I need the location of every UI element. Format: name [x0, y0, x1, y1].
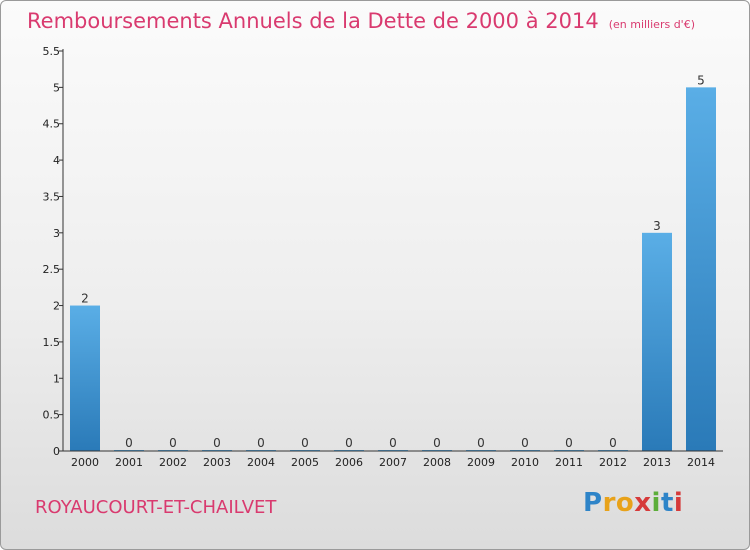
- data-label-2002: 0: [169, 436, 177, 450]
- data-label-2011: 0: [565, 436, 573, 450]
- data-label-2001: 0: [125, 436, 133, 450]
- y-tick-label-6: 3: [53, 227, 60, 240]
- axes-group: 2000 2001 2002 2003 2004 2005 2006 2007 2008 2009…: [43, 45, 723, 469]
- y-tick-label-1: 0.5: [43, 409, 61, 422]
- logo-letter: i: [673, 488, 684, 518]
- data-label-2010: 0: [521, 436, 529, 450]
- y-tick-label-3: 1.5: [43, 336, 61, 349]
- x-tick-label-2012: 2012: [599, 456, 627, 469]
- y-tick-label-2: 1: [53, 372, 60, 385]
- data-label-2013: 3: [653, 219, 661, 233]
- title-main: Remboursements Annuels de la Dette de 20…: [27, 9, 599, 33]
- logo-letter: r: [602, 488, 616, 518]
- bar-2014: [686, 87, 716, 451]
- logo-letter: o: [615, 488, 635, 518]
- y-tick-label-0: 0: [53, 445, 60, 458]
- x-tick-label-2010: 2010: [511, 456, 539, 469]
- data-label-2012: 0: [609, 436, 617, 450]
- y-tick-label-11: 5.5: [43, 45, 61, 58]
- logo-letter: t: [660, 488, 674, 518]
- title-unit: (en milliers d'€): [608, 18, 695, 31]
- y-tick-label-5: 2.5: [43, 263, 61, 276]
- y-tick-label-10: 5: [53, 81, 60, 94]
- x-tick-label-2006: 2006: [335, 456, 363, 469]
- x-tick-label-2002: 2002: [159, 456, 187, 469]
- bar-2013: [642, 232, 672, 451]
- x-tick-label-2004: 2004: [247, 456, 275, 469]
- data-label-2008: 0: [433, 436, 441, 450]
- data-label-2014: 5: [697, 73, 705, 87]
- x-tick-label-2001: 2001: [115, 456, 143, 469]
- x-tick-label-2008: 2008: [423, 456, 451, 469]
- bars-group: [70, 87, 716, 451]
- y-tick-label-8: 4: [53, 154, 60, 167]
- bar-2000: [70, 305, 100, 451]
- logo-letter: i: [651, 488, 661, 518]
- x-tick-label-2011: 2011: [555, 456, 583, 469]
- data-label-2000: 2: [81, 292, 89, 306]
- x-tick-label-2009: 2009: [467, 456, 495, 469]
- x-tick-label-2013: 2013: [643, 456, 671, 469]
- x-tick-label-2005: 2005: [291, 456, 319, 469]
- commune-name: ROYAUCOURT-ET-CHAILVET: [35, 497, 277, 518]
- x-tick-label-2007: 2007: [379, 456, 407, 469]
- y-tick-label-4: 2: [53, 300, 60, 313]
- data-label-2004: 0: [257, 436, 265, 450]
- data-label-2009: 0: [477, 436, 485, 450]
- logo-letter: P: [583, 488, 603, 518]
- y-tick-label-7: 3.5: [43, 190, 61, 203]
- x-tick-label-2003: 2003: [203, 456, 231, 469]
- y-tick-label-9: 4.5: [43, 118, 61, 131]
- x-tick-label-2000: 2000: [71, 456, 99, 469]
- data-label-2003: 0: [213, 436, 221, 450]
- proxiti-logo[interactable]: Proxiti: [583, 488, 683, 518]
- x-tick-label-2014: 2014: [687, 456, 715, 469]
- data-label-2005: 0: [301, 436, 309, 450]
- logo-letter: x: [634, 488, 652, 518]
- chart-title: Remboursements Annuels de la Dette de 20…: [27, 9, 695, 33]
- data-label-2007: 0: [389, 436, 397, 450]
- data-label-2006: 0: [345, 436, 353, 450]
- data-labels-group: 2 0 0 0 0 0 0 0 0 0 0 0 0 3 5: [81, 73, 705, 450]
